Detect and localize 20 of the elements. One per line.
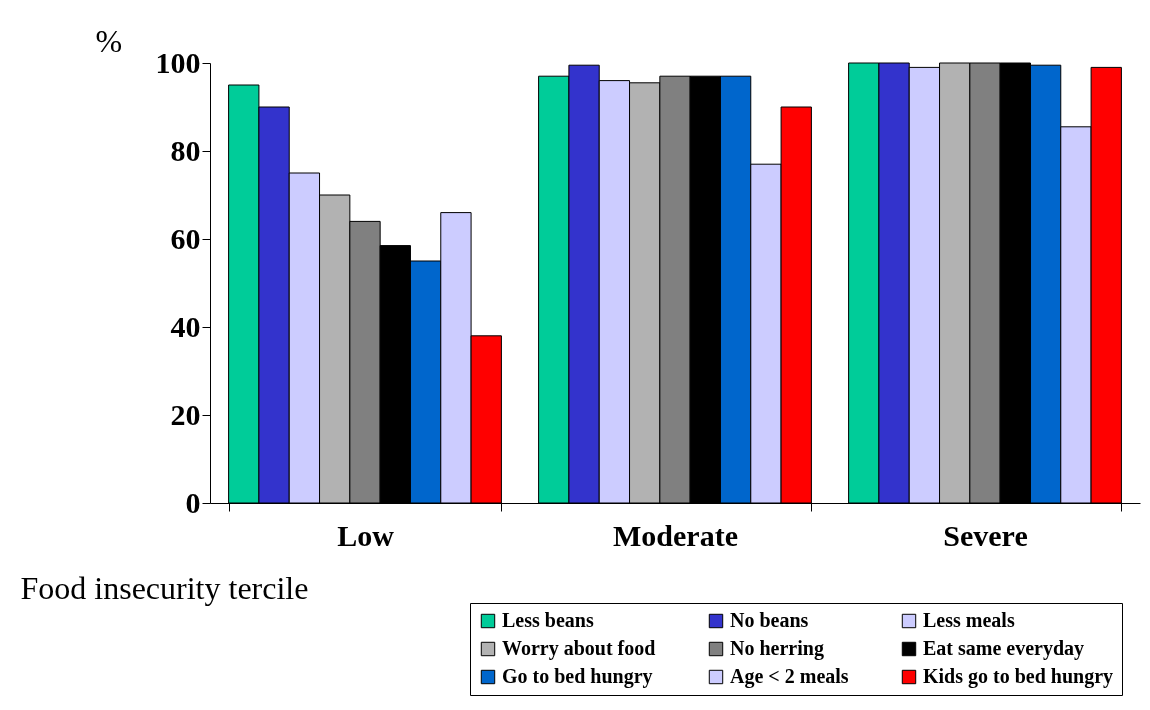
y-tick-label: 0 [185, 485, 201, 519]
y-axis-title: % [95, 22, 123, 59]
legend-label: Go to bed hungry [502, 665, 653, 688]
legend-label: No beans [730, 609, 809, 631]
x-tick-label: Low [337, 518, 395, 552]
y-tick-label: 60 [170, 221, 201, 255]
y-tick-label: 80 [170, 133, 201, 167]
x-tick-label: Moderate [613, 518, 738, 552]
legend-label: Less meals [923, 609, 1015, 631]
legend-label: Worry about food [502, 637, 656, 660]
x-axis-title: Food insecurity tercile [20, 569, 309, 606]
legend-label: No herring [730, 637, 824, 660]
legend-label: Less beans [502, 609, 594, 631]
legend-label: Eat same everyday [923, 637, 1085, 660]
x-tick-label: Severe [943, 518, 1028, 552]
y-tick-label: 100 [155, 45, 201, 79]
y-tick-label: 20 [170, 397, 201, 431]
y-tick-label: 40 [170, 309, 201, 343]
legend-label: Kids go to bed hungry [923, 665, 1114, 688]
legend-label: Age < 2 meals [730, 665, 849, 688]
